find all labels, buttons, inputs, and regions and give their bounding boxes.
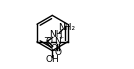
Text: O: O bbox=[54, 48, 61, 57]
Text: O: O bbox=[45, 37, 52, 46]
Text: O: O bbox=[50, 44, 57, 53]
Text: N: N bbox=[54, 37, 61, 46]
Text: OH: OH bbox=[45, 55, 59, 64]
Text: NH: NH bbox=[49, 30, 62, 39]
Text: +: + bbox=[59, 35, 64, 40]
Text: NH₂: NH₂ bbox=[58, 23, 75, 32]
Text: −: − bbox=[43, 33, 49, 42]
